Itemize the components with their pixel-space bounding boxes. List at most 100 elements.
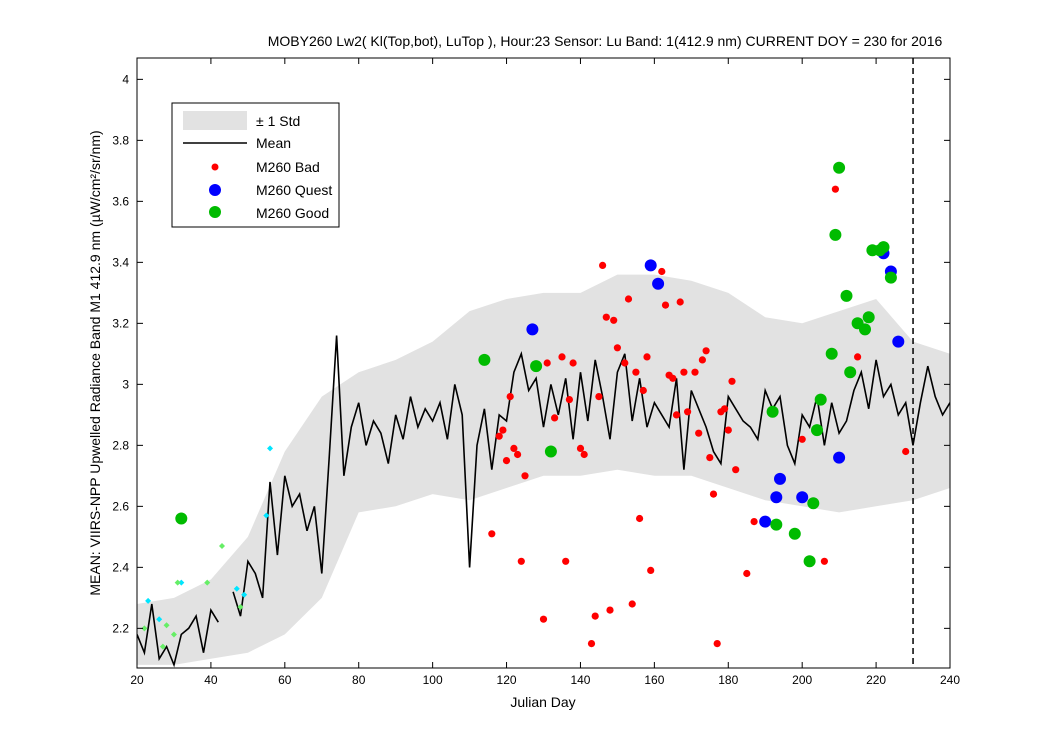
tick-layer: 20 40 60 80 100 120 140 160 180 200 220 240 2.2 2.4 2.… [112, 58, 960, 687]
cyan-diamond-point [267, 445, 274, 452]
good-point [814, 393, 827, 406]
bad-point [576, 444, 585, 452]
data-layer [137, 161, 950, 668]
y-tick-label: 2.8 [112, 438, 129, 452]
bad-point [639, 386, 647, 395]
bad-point [713, 640, 721, 648]
mean-line [137, 335, 950, 668]
y-tick-label: 3.2 [112, 316, 129, 330]
bad-point [621, 359, 629, 367]
bad-point [551, 414, 559, 422]
bad-point [676, 298, 684, 306]
bad-point [595, 393, 603, 401]
good-point [544, 445, 557, 458]
bad-point [684, 408, 692, 416]
good-point [844, 366, 857, 379]
bad-point [514, 450, 522, 459]
legend-quest-label: M260 Quest [256, 182, 332, 198]
legend-std-label: ± 1 Std [256, 113, 300, 129]
bad-point [610, 316, 618, 324]
y-tick-label: 2.4 [112, 560, 129, 574]
x-tick-label: 160 [644, 673, 664, 687]
x-tick-label: 100 [423, 673, 443, 687]
y-tick-label: 3.4 [112, 255, 129, 269]
good-point [840, 289, 853, 302]
bad-point [543, 359, 551, 367]
bad-point [580, 450, 588, 459]
y-axis-label: MEAN: VIIRS-NPP Upwelled Radiance Band M… [87, 130, 103, 595]
bad-point [613, 344, 622, 352]
legend-mean-label: Mean [256, 135, 291, 151]
legend: ± 1 Std Mean M260 Bad M260 Quest M260 Go… [171, 102, 340, 228]
quest-point [759, 515, 772, 528]
good-point [862, 311, 875, 324]
bad-point [628, 600, 636, 608]
bad-point [606, 606, 614, 614]
bad-point [599, 261, 607, 269]
bad-point [721, 405, 729, 413]
good-point [803, 555, 816, 568]
bad-point [680, 368, 688, 376]
x-tick-label: 180 [718, 673, 738, 687]
good-point [788, 527, 801, 540]
y-tick-label: 3.6 [112, 194, 129, 208]
x-tick-label: 60 [278, 673, 292, 687]
good-point [530, 360, 543, 373]
bad-point [562, 557, 570, 565]
axes-frame [136, 57, 951, 669]
bad-point [587, 640, 596, 648]
bad-point [488, 530, 496, 538]
bad-point [506, 393, 514, 401]
bad-point [732, 466, 740, 474]
good-point [884, 271, 897, 284]
bad-point [724, 426, 732, 434]
good-point [859, 323, 871, 336]
x-tick-label: 240 [940, 673, 960, 687]
x-tick-label: 80 [352, 673, 366, 687]
quest-point [526, 323, 539, 336]
good-point [811, 424, 823, 437]
bad-point [558, 353, 566, 361]
bad-point [706, 454, 714, 462]
bad-point [698, 356, 707, 364]
bad-point [709, 490, 718, 498]
bad-point [647, 566, 655, 575]
bad-point [565, 396, 574, 404]
bad-point [831, 185, 840, 193]
cyan-diamond-point [233, 585, 240, 592]
bad-point [691, 368, 699, 376]
y-tick-label: 2.2 [112, 621, 129, 635]
good-point [829, 228, 842, 241]
lightgreen-diamond-point [204, 579, 211, 586]
x-axis-label: Julian Day [510, 694, 575, 710]
y-tick-label: 3 [122, 377, 129, 391]
bad-point [798, 435, 806, 443]
lightgreen-diamond-point [218, 543, 225, 549]
bad-point [728, 377, 736, 385]
bad-point [539, 615, 548, 623]
good-point [478, 353, 491, 366]
x-tick-label: 40 [204, 673, 218, 687]
x-tick-label: 20 [130, 673, 144, 687]
bad-point [743, 569, 751, 578]
x-tick-label: 200 [792, 673, 812, 687]
bad-point [602, 313, 610, 321]
lightgreen-diamond-point [170, 631, 177, 638]
good-point [766, 405, 779, 418]
cyan-diamond-point [178, 579, 185, 586]
bad-point [624, 295, 633, 303]
cyan-diamond-point [156, 616, 163, 623]
legend-std-swatch [183, 111, 247, 130]
quest-point [892, 335, 905, 348]
bad-point [510, 444, 518, 452]
legend-good-label: M260 Good [256, 205, 329, 221]
good-point [825, 347, 838, 360]
good-point [770, 518, 783, 531]
y-tick-label: 4 [122, 72, 129, 86]
x-tick-label: 120 [497, 673, 517, 687]
legend-bad-swatch [211, 163, 219, 171]
quest-point [796, 491, 809, 504]
bad-point [695, 429, 703, 437]
